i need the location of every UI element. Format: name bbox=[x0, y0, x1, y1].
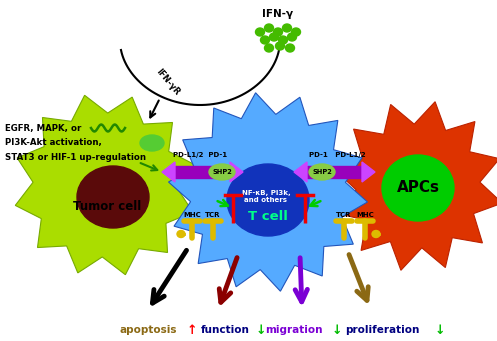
Ellipse shape bbox=[372, 231, 380, 237]
Text: TCR: TCR bbox=[205, 212, 221, 218]
Text: TCR: TCR bbox=[336, 212, 352, 218]
Ellipse shape bbox=[309, 164, 335, 180]
Text: ↓: ↓ bbox=[256, 324, 266, 337]
Ellipse shape bbox=[77, 166, 149, 228]
Ellipse shape bbox=[177, 231, 185, 237]
Text: ↓: ↓ bbox=[435, 324, 445, 337]
Text: migration: migration bbox=[265, 325, 323, 335]
Text: IFN-γ: IFN-γ bbox=[262, 9, 294, 19]
Polygon shape bbox=[294, 162, 307, 182]
Ellipse shape bbox=[255, 28, 264, 36]
Text: SHP2: SHP2 bbox=[312, 169, 332, 175]
Ellipse shape bbox=[264, 44, 273, 52]
Ellipse shape bbox=[209, 164, 235, 180]
Polygon shape bbox=[15, 95, 195, 275]
Ellipse shape bbox=[278, 36, 287, 44]
Bar bbox=[307, 166, 362, 178]
Ellipse shape bbox=[282, 24, 292, 32]
Ellipse shape bbox=[227, 164, 309, 236]
Ellipse shape bbox=[140, 135, 164, 151]
Text: Tumor cell: Tumor cell bbox=[73, 201, 141, 213]
Polygon shape bbox=[230, 162, 243, 182]
Text: T cell: T cell bbox=[248, 210, 288, 223]
Polygon shape bbox=[168, 93, 367, 291]
Ellipse shape bbox=[275, 42, 284, 50]
Ellipse shape bbox=[285, 44, 295, 52]
Ellipse shape bbox=[287, 33, 297, 41]
Text: ↓: ↓ bbox=[332, 324, 342, 337]
Polygon shape bbox=[333, 102, 497, 270]
Text: MHC: MHC bbox=[356, 212, 374, 218]
Polygon shape bbox=[162, 162, 175, 182]
Text: NF-κB, PI3k,
and others: NF-κB, PI3k, and others bbox=[242, 191, 290, 204]
Polygon shape bbox=[362, 162, 375, 182]
Ellipse shape bbox=[382, 155, 454, 221]
Text: PD-1   PD-L1/2: PD-1 PD-L1/2 bbox=[309, 152, 365, 158]
Bar bbox=[175, 166, 230, 178]
Text: function: function bbox=[201, 325, 249, 335]
Text: STAT3 or HIF-1 up-regulation: STAT3 or HIF-1 up-regulation bbox=[5, 153, 146, 163]
Text: proliferation: proliferation bbox=[345, 325, 419, 335]
Text: IFN-γR: IFN-γR bbox=[155, 67, 181, 97]
Ellipse shape bbox=[260, 36, 269, 44]
Text: APCs: APCs bbox=[397, 180, 439, 195]
Ellipse shape bbox=[264, 24, 273, 32]
Ellipse shape bbox=[269, 33, 278, 41]
Text: ↑: ↑ bbox=[187, 324, 197, 337]
Text: PI3K-Akt activation,: PI3K-Akt activation, bbox=[5, 138, 102, 148]
Text: EGFR, MAPK, or: EGFR, MAPK, or bbox=[5, 123, 82, 133]
Text: PD-L1/2  PD-1: PD-L1/2 PD-1 bbox=[173, 152, 227, 158]
Text: apoptosis: apoptosis bbox=[119, 325, 177, 335]
Text: MHC: MHC bbox=[183, 212, 201, 218]
Text: SHP2: SHP2 bbox=[212, 169, 232, 175]
Ellipse shape bbox=[273, 28, 282, 36]
Ellipse shape bbox=[292, 28, 301, 36]
